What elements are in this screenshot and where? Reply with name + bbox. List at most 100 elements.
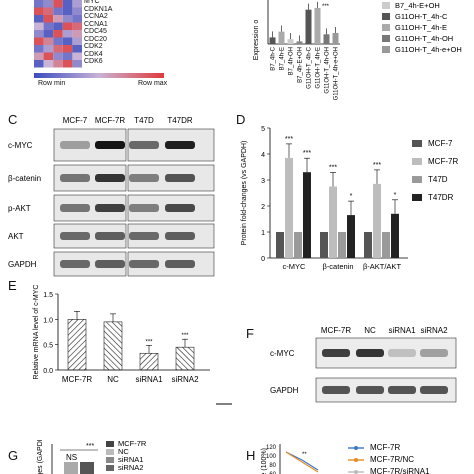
top-chart-legend-swatch	[382, 35, 390, 42]
top-chart-xlabel: G11OH-T_4h-e+OH	[334, 47, 340, 100]
chart-d-stars: *	[350, 193, 353, 200]
chart-h-series-line	[285, 451, 319, 473]
chart-d-bar	[320, 232, 328, 258]
heatmap-cell	[34, 7, 44, 15]
chart-d-bar	[303, 172, 311, 258]
western-c-row-label: p-AKT	[8, 204, 31, 213]
chart-h-legend-label: MCF-7R	[370, 443, 400, 452]
chart-e-bar	[139, 352, 159, 371]
panel-label-c: C	[8, 112, 18, 127]
top-chart-legend-swatch	[382, 24, 390, 31]
heatmap-cell	[53, 7, 63, 15]
heatmap-cell	[72, 7, 82, 15]
chart-g-legend-label: siRNA1	[118, 455, 143, 464]
chart-h-legend-label: MCF-7R/siRNA1	[370, 467, 430, 474]
western-c-band	[95, 141, 125, 149]
heatmap-cell	[53, 22, 63, 30]
heatmap-cell	[53, 15, 63, 23]
chart-e-category-label: siRNA1	[135, 375, 163, 384]
western-c-row-label: GAPDH	[8, 260, 37, 269]
top-chart-xlabel: G11OH-T_4h-C	[307, 46, 313, 89]
chart-d-ytick-label: 2	[261, 204, 265, 211]
western-c-band	[95, 260, 125, 268]
heatmap-cell	[34, 37, 44, 45]
western-c-band	[165, 141, 195, 149]
top-chart-legend-swatch	[382, 2, 390, 9]
heatmap-gene-label: CDKN1A	[84, 5, 113, 13]
chart-g-bar	[80, 462, 94, 474]
chart-e-category-label: siRNA2	[171, 375, 199, 384]
top-chart-legend-label: G11OH-T_4h-C	[395, 12, 448, 21]
chart-d-bar	[382, 232, 390, 258]
top-chart-bar	[287, 39, 294, 44]
chart-d-bar	[347, 215, 355, 258]
heatmap-cell	[53, 45, 63, 53]
chart-e-category-label: NC	[107, 375, 119, 384]
chart-h-ytick-label: 80	[269, 463, 276, 469]
heatmap-cell	[72, 30, 82, 38]
chart-g: -changes (GAPDH) NS *** MCF-7RNCsiRNA1siRNA…	[37, 440, 147, 474]
chart-d-stars: ***	[303, 150, 311, 157]
chart-d-bar	[285, 157, 293, 258]
western-c-row-label: AKT	[8, 232, 24, 241]
heatmap-gene-label: CDK6	[84, 58, 103, 65]
chart-d-stars: ***	[373, 162, 381, 169]
chart-d-ytick-label: 3	[261, 178, 265, 185]
heatmap-cell	[72, 52, 82, 60]
western-f-column-label: siRNA1	[388, 326, 416, 335]
heatmap-cell	[43, 15, 54, 23]
chart-g-stars: ***	[86, 443, 94, 450]
heatmap-cell	[53, 30, 63, 38]
chart-d-bar	[391, 213, 399, 258]
heatmap-cell	[43, 45, 54, 53]
heatmap-cell	[43, 37, 54, 45]
chart-g-ylabel: -changes (GAPDH)	[37, 440, 44, 474]
top-chart-bar	[305, 9, 312, 44]
top-chart-xlabel: G11OH-T_4h-OH	[325, 47, 331, 94]
heatmap-cell	[43, 52, 54, 60]
western-c-band	[129, 260, 159, 268]
western-c-row-label: β-catenin	[8, 174, 41, 183]
heatmap-gene-label: CDC20	[84, 35, 107, 43]
chart-d-ytick-label: 5	[261, 126, 265, 133]
western-f-column-label: NC	[364, 326, 376, 335]
western-f-column-label: MCF-7R	[321, 326, 351, 335]
top-chart-xlabel: G11OH-T_4h-E	[316, 47, 322, 89]
heatmap	[34, 0, 82, 68]
chart-g-legend-swatch	[106, 449, 114, 455]
western-c-band	[60, 232, 90, 240]
chart-h-ytick-label: 100	[266, 454, 277, 460]
chart-d-legend-label: MCF-7	[428, 139, 453, 148]
top-chart-bar	[278, 31, 285, 44]
heatmap-cell	[62, 15, 73, 23]
heatmap-cell	[53, 60, 63, 68]
chart-g-legend-swatch	[106, 457, 114, 463]
heatmap-gene-label: CDK2	[84, 43, 103, 50]
chart-h-legend-marker	[354, 458, 358, 462]
heatmap-cell	[34, 22, 44, 30]
chart-d-bar	[294, 232, 302, 258]
chart-d-bar	[276, 232, 284, 258]
chart-e-bar	[67, 319, 87, 371]
western-c-column-label: T47DR	[167, 116, 193, 125]
panel-label-e: E	[8, 278, 17, 293]
top-chart-bar	[296, 41, 303, 44]
heatmap-cell	[62, 52, 73, 60]
chart-d-category-label: β-catenin	[323, 262, 354, 271]
heatmap-cell	[62, 30, 73, 38]
western-f-band	[420, 349, 448, 357]
chart-h-legend-marker	[354, 446, 358, 450]
top-chart-stars: ***	[322, 4, 330, 10]
heatmap-cell	[43, 22, 54, 30]
western-c-band	[165, 260, 195, 268]
chart-d-legend-label: T47DR	[428, 193, 454, 202]
western-f-band	[356, 386, 384, 394]
chart-d-stars: *	[394, 192, 397, 199]
western-c-column-label: MCF-7R	[95, 116, 125, 125]
chart-e-ytick-label: 0.0	[43, 368, 53, 375]
chart-g-legend-label: siRNA2	[118, 463, 143, 472]
chart-h-ylabel: ite (100%)	[261, 448, 268, 474]
western-c-row-label: c-MYC	[8, 141, 33, 150]
western-c-band	[129, 174, 159, 182]
chart-g-ns: NS	[66, 453, 77, 462]
